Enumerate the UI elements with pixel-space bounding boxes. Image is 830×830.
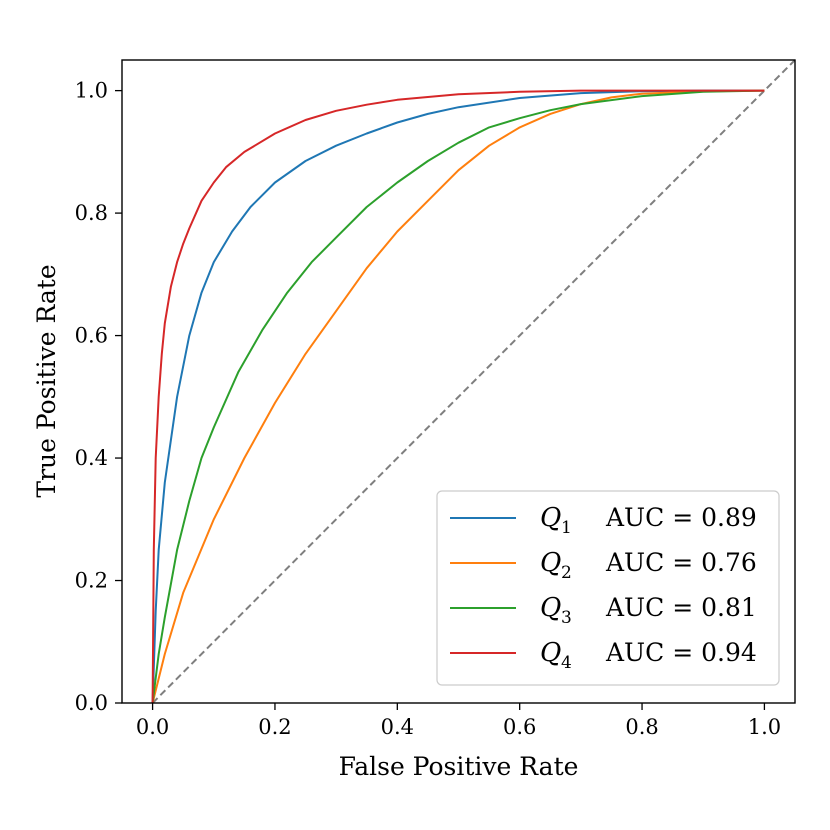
- y-tick-label: 1.0: [75, 79, 108, 103]
- series-layer: [151, 59, 796, 704]
- legend-series-subscript: 2: [561, 563, 572, 583]
- x-tick-label: 0.0: [136, 715, 169, 739]
- legend-series-name: Q: [540, 593, 561, 623]
- roc-curve-q3: [151, 89, 765, 704]
- legend-series-subscript: 3: [561, 608, 572, 628]
- plot-frame: [121, 59, 796, 704]
- y-axis-ticks: 0.0 0.2 0.4 0.6 0.8 1.0: [75, 79, 122, 715]
- y-tick-label: 0.8: [75, 201, 108, 225]
- y-tick-label: 0.4: [75, 446, 108, 470]
- x-tick-label: 0.6: [503, 715, 536, 739]
- legend-auc-label: AUC = 0.81: [605, 593, 757, 622]
- legend-auc-label: AUC = 0.94: [605, 638, 757, 667]
- legend-series-subscript: 1: [561, 518, 572, 538]
- roc-curve-q1: [151, 89, 765, 704]
- legend-series-name: Q: [540, 503, 561, 533]
- x-axis-ticks: 0.0 0.2 0.4 0.6 0.8 1.0: [136, 703, 781, 739]
- y-tick-label: 0.2: [75, 569, 108, 593]
- roc-curve-q4: [151, 89, 765, 704]
- x-tick-label: 0.8: [625, 715, 658, 739]
- roc-curve-q2: [151, 89, 765, 704]
- legend-series-subscript: 4: [561, 653, 572, 673]
- x-tick-label: 0.2: [258, 715, 291, 739]
- y-tick-label: 0.0: [75, 691, 108, 715]
- legend-auc-label: AUC = 0.76: [605, 548, 757, 577]
- x-axis-label: False Positive Rate: [339, 752, 579, 781]
- legend-series-name: Q: [540, 548, 561, 578]
- legend-box: [436, 490, 780, 686]
- y-axis-label: True Positive Rate: [32, 264, 61, 497]
- x-tick-label: 1.0: [748, 715, 781, 739]
- y-tick-label: 0.6: [75, 324, 108, 348]
- legend-series-name: Q: [540, 638, 561, 668]
- chance-diagonal-line: [151, 59, 796, 704]
- legend-auc-label: AUC = 0.89: [605, 503, 757, 532]
- legend: Q 1 AUC = 0.89Q 2 AUC = 0.76Q 3 AUC = 0.81Q 4 AU…: [436, 490, 780, 686]
- x-tick-label: 0.4: [381, 715, 414, 739]
